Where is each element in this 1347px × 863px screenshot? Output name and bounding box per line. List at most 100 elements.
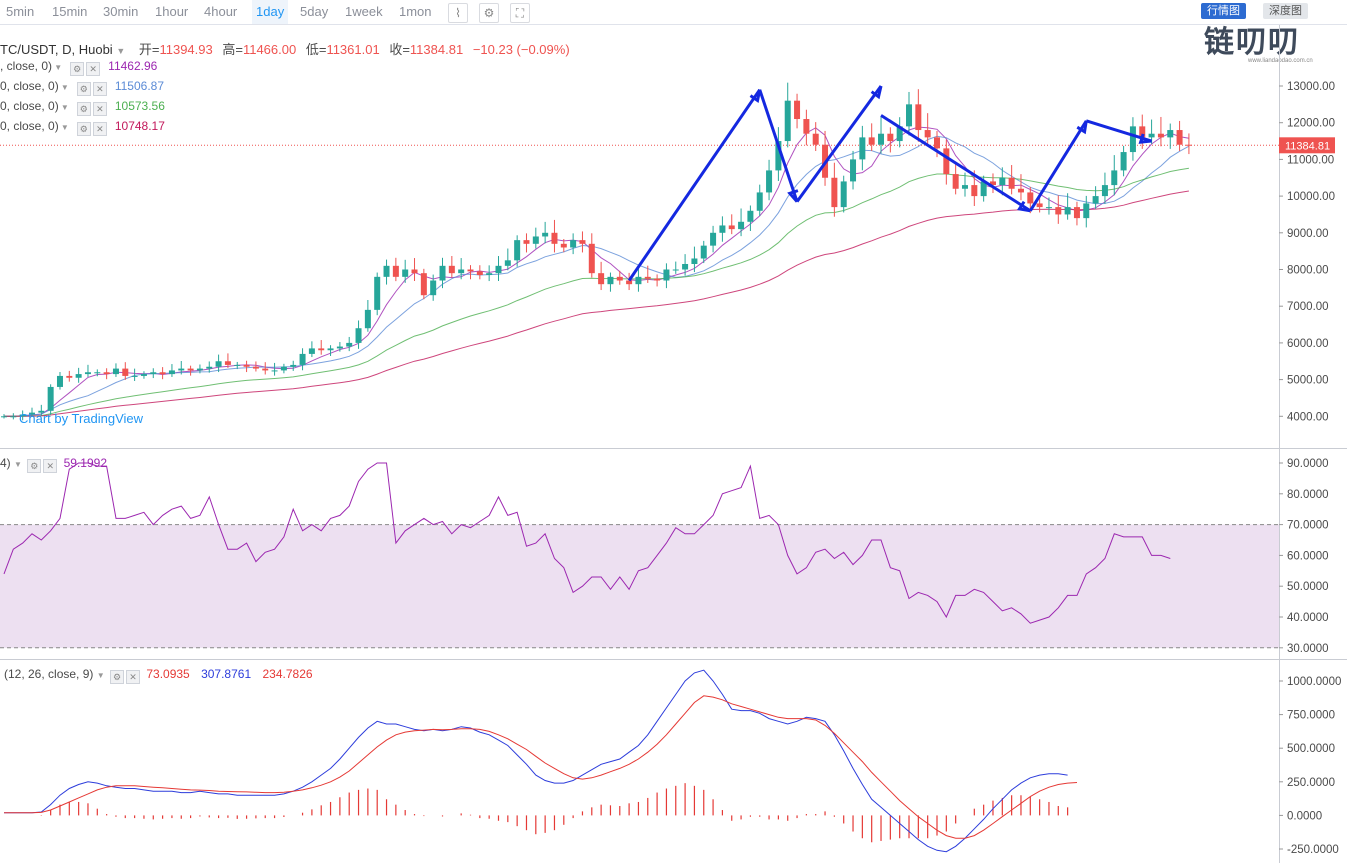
chevron-down-icon[interactable]: ▼ xyxy=(14,460,22,469)
rsi-band xyxy=(0,524,1279,648)
candle-body xyxy=(1101,185,1108,197)
y-tick-label: 0.0000 xyxy=(1287,810,1322,822)
timeframe-1hour[interactable]: 1hour xyxy=(155,4,189,19)
candle-body xyxy=(430,280,437,296)
high-value: 11466.00 xyxy=(242,42,297,57)
timeframe-1day[interactable]: 1day xyxy=(252,0,289,24)
candle-body xyxy=(75,374,82,378)
close-icon[interactable]: ✕ xyxy=(92,102,107,116)
candle-body xyxy=(961,185,968,189)
candle-body xyxy=(308,348,315,354)
close-label: 收= xyxy=(389,42,410,57)
candle-body xyxy=(1129,126,1136,153)
close-icon[interactable]: ✕ xyxy=(92,82,107,96)
close-icon[interactable]: ✕ xyxy=(86,62,101,76)
candle-body xyxy=(206,366,213,369)
settings-icon[interactable]: ⚙ xyxy=(76,122,91,136)
timeframe-1week[interactable]: 1week xyxy=(345,4,383,19)
candle-body xyxy=(551,232,558,244)
candle-body xyxy=(383,265,390,277)
candle-body xyxy=(943,148,950,175)
y-tick-label: 250.0000 xyxy=(1287,777,1335,789)
candle-body xyxy=(999,177,1006,186)
macd-value-3: 234.7826 xyxy=(262,667,313,681)
fullscreen-icon[interactable]: ⛶ xyxy=(510,3,530,23)
timeframe-4hour[interactable]: 4hour xyxy=(204,4,238,19)
ma-legend: 0, close, 0) ▼ ⚙ ✕ 10748.17 xyxy=(0,119,165,136)
settings-icon[interactable]: ⚙ xyxy=(76,82,91,96)
candle-body xyxy=(224,361,231,365)
tab-chart[interactable]: 行情图 xyxy=(1201,3,1246,19)
settings-icon[interactable]: ⚙ xyxy=(479,3,499,23)
candle-body xyxy=(131,375,138,377)
close-value: 11384.81 xyxy=(409,42,464,57)
ma-legend-value: 11506.87 xyxy=(114,79,165,93)
settings-icon[interactable]: ⚙ xyxy=(76,102,91,116)
candle-body xyxy=(719,225,726,233)
ma-legend-label: 0, close, 0) xyxy=(0,99,59,113)
open-value: 11394.93 xyxy=(159,42,213,57)
candle-body xyxy=(831,177,838,208)
candle-body xyxy=(112,368,119,375)
y-tick-label: -250.0000 xyxy=(1287,844,1339,856)
chevron-down-icon[interactable]: ▼ xyxy=(58,103,69,112)
y-tick-label: 5000.00 xyxy=(1287,375,1329,387)
candle-body xyxy=(766,170,773,193)
chart-style-icon[interactable]: ⌇ xyxy=(448,3,468,23)
y-tick-label: 1000.0000 xyxy=(1287,676,1341,688)
candle-body xyxy=(887,133,894,142)
candle-body xyxy=(262,368,269,371)
candle-body xyxy=(364,309,371,329)
candle-body xyxy=(532,236,539,244)
close-icon[interactable]: ✕ xyxy=(43,459,58,473)
close-icon[interactable]: ✕ xyxy=(126,670,140,684)
candle-body xyxy=(402,269,409,277)
price-tag-bg xyxy=(1279,137,1335,154)
candle-body xyxy=(971,185,978,197)
price-chart[interactable]: 13000.00 12000.00 11000.00 10000.00 9000.00 8… xyxy=(0,25,1347,863)
candle-body xyxy=(271,370,278,372)
candle-body xyxy=(784,100,791,142)
settings-icon[interactable]: ⚙ xyxy=(70,62,85,76)
timeframe-5min[interactable]: 5min xyxy=(6,4,35,19)
change-value: −10.23 (−0.09%) xyxy=(472,42,570,57)
timeframe-15min[interactable]: 15min xyxy=(52,4,88,19)
candle-body xyxy=(28,412,35,415)
candle-body xyxy=(1008,177,1015,189)
settings-icon[interactable]: ⚙ xyxy=(27,459,42,473)
chevron-down-icon[interactable]: ▼ xyxy=(52,63,63,72)
trend-arrow xyxy=(758,89,799,203)
candle-body xyxy=(392,265,399,277)
candle-body xyxy=(234,364,241,366)
candle-body xyxy=(896,126,903,142)
chevron-down-icon[interactable]: ▼ xyxy=(96,671,105,680)
candle-body xyxy=(1073,207,1080,219)
macd-line xyxy=(4,669,1068,853)
candle-body xyxy=(626,280,633,285)
chevron-down-icon[interactable]: ▼ xyxy=(58,83,69,92)
y-tick-label: 4000.00 xyxy=(1287,411,1329,423)
candle-body xyxy=(439,265,446,281)
candle-body xyxy=(66,375,73,378)
timeframe-30min[interactable]: 30min xyxy=(103,4,139,19)
y-tick-label: 7000.00 xyxy=(1287,301,1329,313)
candle-body xyxy=(850,159,857,182)
macd-label: (12, 26, close, 9) xyxy=(4,667,94,681)
candle-body xyxy=(663,269,670,281)
timeframe-1mon[interactable]: 1mon xyxy=(399,4,432,19)
chevron-down-icon[interactable]: ▼ xyxy=(58,123,69,132)
timeframe-5day[interactable]: 5day xyxy=(300,4,329,19)
tab-depth[interactable]: 深度图 xyxy=(1263,3,1308,19)
y-tick-label: 10000.00 xyxy=(1287,191,1335,203)
y-tick-label: 12000.00 xyxy=(1287,118,1335,130)
candle-body xyxy=(560,243,567,248)
settings-icon[interactable]: ⚙ xyxy=(110,670,124,684)
y-tick-label: 750.0000 xyxy=(1287,710,1335,722)
chevron-down-icon[interactable]: ▼ xyxy=(116,46,126,56)
close-icon[interactable]: ✕ xyxy=(92,122,107,136)
candle-body xyxy=(1045,207,1052,209)
symbol-label[interactable]: TC/USDT, D, Huobi xyxy=(0,42,113,57)
candle-body xyxy=(178,368,185,371)
rsi-legend: 4) ▼ ⚙ ✕ 59.1992 xyxy=(0,456,107,473)
y-tick-label: 90.0000 xyxy=(1287,458,1329,470)
